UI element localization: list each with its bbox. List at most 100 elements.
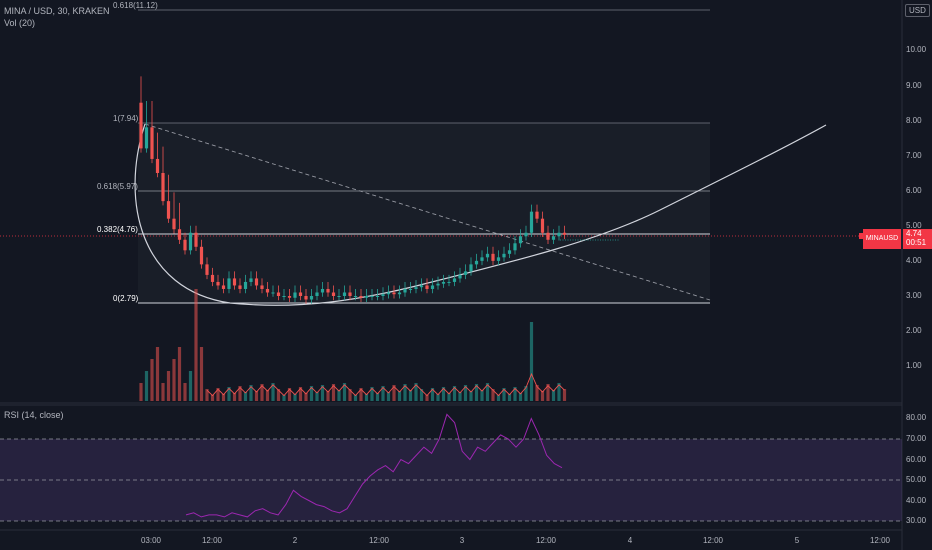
volume-bar: [524, 386, 528, 401]
fib-label: 0.618(11.12): [113, 1, 158, 10]
candle-body: [161, 173, 165, 202]
rsi-tick: 40.00: [906, 496, 927, 505]
volume-bar: [425, 395, 429, 401]
volume-bar: [331, 384, 336, 401]
y-tick: 8.00: [906, 116, 922, 125]
x-tick: 4: [627, 536, 633, 545]
volume-bar: [161, 383, 165, 401]
volume-bar: [414, 383, 418, 401]
candle-body: [210, 274, 215, 282]
volume-bar: [447, 393, 451, 401]
candle-body: [370, 296, 374, 297]
volume-bar: [397, 391, 402, 401]
y-tick: 6.00: [906, 186, 922, 195]
candle-body: [386, 292, 391, 295]
rsi-tick: 80.00: [906, 413, 927, 422]
rsi-label[interactable]: RSI (14, close): [4, 410, 64, 420]
candle-body: [353, 296, 358, 297]
volume-bar: [276, 389, 281, 401]
candle-body: [232, 278, 237, 286]
volume-bar: [183, 383, 187, 401]
candle-body: [315, 292, 319, 296]
volume-bar: [326, 391, 330, 401]
candle-body: [364, 296, 369, 298]
chart-title[interactable]: MINA / USD, 30, KRAKEN: [4, 6, 110, 16]
candle-body: [249, 278, 253, 282]
volume-bar: [282, 395, 286, 401]
rsi-tick: 50.00: [906, 475, 927, 484]
candle-body: [238, 285, 242, 289]
volume-bar: [403, 384, 407, 401]
candle-body: [205, 264, 209, 275]
rsi-tick: 60.00: [906, 455, 927, 464]
candle-body: [452, 278, 457, 282]
candle-body: [337, 296, 341, 297]
volume-bar: [293, 394, 297, 401]
candle-body: [194, 232, 198, 247]
x-tick: 12:00: [869, 536, 891, 545]
fib-label: 1(7.94): [113, 114, 139, 123]
candle-body: [287, 296, 292, 298]
x-tick: 3: [459, 536, 465, 545]
candle-body: [441, 281, 446, 284]
volume-bar: [216, 388, 220, 401]
volume-bar: [188, 371, 193, 401]
candle-body: [546, 232, 550, 240]
candle-body: [529, 211, 534, 233]
candle-body: [298, 292, 303, 296]
volume-bar: [469, 391, 473, 401]
volume-bar: [287, 388, 292, 401]
candle-body: [436, 283, 440, 286]
volume-bar: [210, 395, 215, 401]
trend-line-dashed: [144, 123, 711, 301]
volume-bar: [172, 359, 176, 401]
volume-bar: [474, 384, 479, 401]
candle-body: [524, 232, 528, 237]
candle-body: [557, 232, 561, 237]
y-tick: 9.00: [906, 81, 922, 90]
volume-bar: [392, 385, 396, 401]
volume-bar: [155, 347, 160, 401]
candle-body: [359, 296, 363, 298]
volume-bar: [529, 322, 534, 401]
volume-label[interactable]: Vol (20): [4, 18, 36, 28]
x-tick: 03:00: [140, 536, 162, 545]
candle-body: [518, 236, 523, 244]
volume-bar: [205, 389, 209, 401]
candle-body: [199, 246, 204, 265]
y-tick: 5.00: [906, 221, 922, 230]
y-tick: 4.00: [906, 256, 922, 265]
volume-bar: [359, 388, 363, 401]
volume-bar: [386, 392, 391, 401]
volume-bar: [194, 289, 198, 401]
candle-body: [375, 296, 380, 297]
candle-body: [408, 288, 413, 290]
x-tick: 5: [794, 536, 800, 545]
symbol-name: MINAUSD: [865, 235, 899, 242]
volume-bar: [271, 383, 275, 401]
volume-bar: [232, 393, 237, 401]
volume-bar: [441, 387, 446, 401]
volume-bar: [243, 392, 248, 401]
candle-body: [309, 296, 314, 300]
candle-body: [172, 218, 176, 230]
candle-body: [496, 257, 501, 261]
volume-bar: [430, 388, 435, 401]
fib-label: 0.618(5.97): [97, 182, 138, 191]
candle-body: [480, 257, 484, 261]
candle-body: [144, 127, 149, 149]
volume-bar: [364, 394, 369, 401]
candle-body: [419, 285, 424, 288]
volume-bar: [491, 389, 495, 401]
candle-body: [342, 292, 347, 296]
volume-bar: [309, 386, 314, 401]
candle-body: [425, 285, 429, 289]
currency-badge[interactable]: USD: [905, 4, 930, 17]
candle-body: [562, 232, 567, 235]
price-tag: 4.74 00:51: [903, 229, 932, 249]
volume-bar: [375, 393, 380, 401]
volume-bar: [551, 390, 556, 401]
volume-bar: [260, 384, 264, 401]
candle-body: [254, 278, 259, 286]
